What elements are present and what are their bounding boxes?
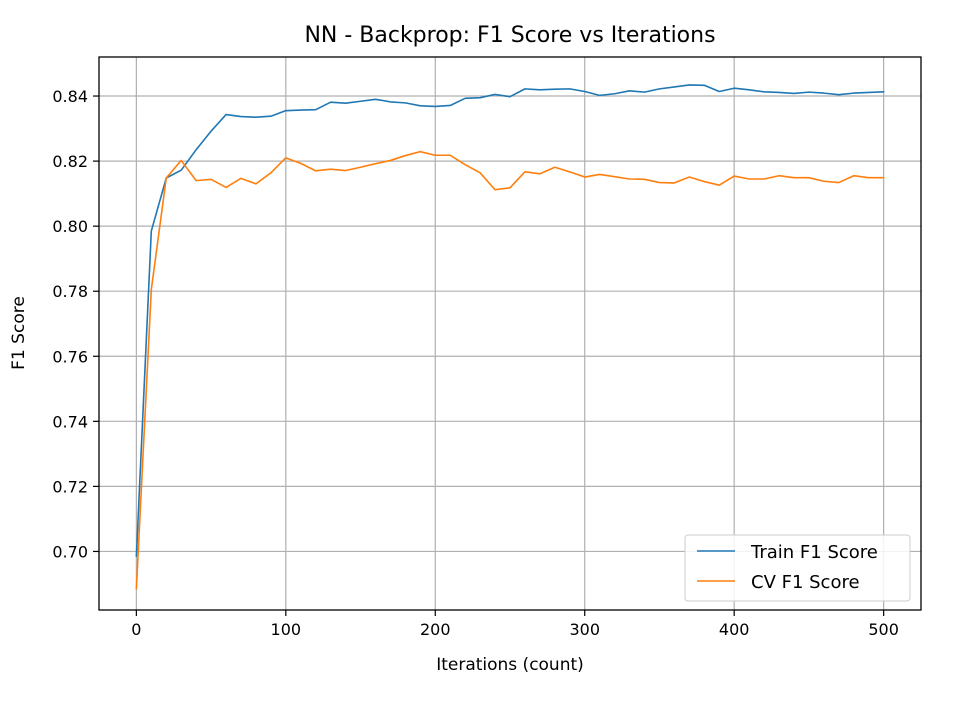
y-axis-ticks: 0.70 0.72 0.74 0.76 0.78 0.80 0.82 0.84 (52, 87, 99, 561)
y-tick-label: 0.74 (52, 412, 88, 431)
plot-frame (98, 56, 922, 611)
y-axis-label: F1 Score (9, 296, 29, 370)
x-tick-label: 300 (569, 620, 600, 639)
y-tick-label: 0.84 (52, 87, 88, 106)
y-tick-label: 0.80 (52, 217, 88, 236)
x-tick-label: 200 (420, 620, 451, 639)
series-lines (135, 84, 885, 590)
y-tick-label: 0.70 (52, 542, 88, 561)
legend: Train F1 Score CV F1 Score (684, 534, 911, 602)
x-tick-label: 100 (271, 620, 302, 639)
y-tick-label: 0.82 (52, 152, 88, 171)
series-line-cv (135, 150, 885, 590)
x-tick-label: 500 (868, 620, 899, 639)
chart-title: NN - Backprop: F1 Score vs Iterations (304, 23, 715, 48)
y-tick-label: 0.78 (52, 282, 88, 301)
x-tick-label: 400 (719, 620, 750, 639)
y-tick-label: 0.76 (52, 347, 88, 366)
legend-label-train: Train F1 Score (750, 542, 878, 563)
series-line-train (135, 84, 885, 558)
x-axis-label: Iterations (count) (436, 655, 584, 675)
x-tick-label: 0 (131, 620, 141, 639)
y-tick-label: 0.72 (52, 477, 88, 496)
grid (99, 57, 921, 610)
x-axis-ticks: 0 100 200 300 400 500 (131, 610, 899, 639)
legend-label-cv: CV F1 Score (751, 572, 860, 593)
legend-box (684, 534, 911, 602)
